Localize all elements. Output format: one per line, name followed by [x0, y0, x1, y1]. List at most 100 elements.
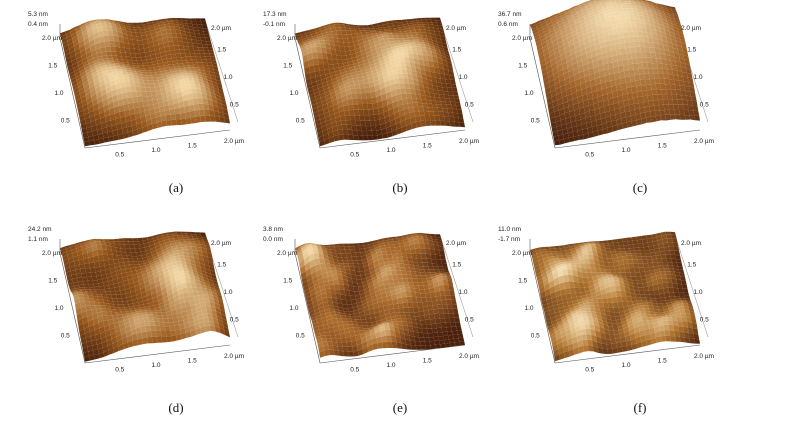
surface-facet [363, 328, 369, 331]
surface-facet [629, 268, 635, 273]
surface-facet [458, 117, 465, 123]
surface-facet [421, 258, 428, 263]
surface-facet [86, 51, 92, 58]
surface-facet [593, 0, 597, 1]
surface-facet [131, 57, 137, 61]
surface-facet [335, 311, 341, 315]
surface-facet [137, 313, 143, 316]
surface-facet [216, 98, 222, 105]
surface-facet [552, 268, 558, 275]
surface-facet [563, 42, 569, 49]
surface-facet [686, 95, 692, 101]
surface-facet [81, 273, 87, 278]
surface-facet [361, 125, 367, 132]
surface-facet [329, 88, 335, 94]
surface-facet [340, 90, 347, 97]
surface-facet [199, 109, 205, 117]
surface-facet [427, 83, 434, 90]
surface-facet [177, 22, 184, 26]
surface-facet [666, 18, 672, 24]
surface-facet [682, 50, 689, 57]
surface-facet [680, 89, 687, 96]
z-max-label: 17.3 nm [263, 11, 287, 18]
surface-facet [151, 32, 157, 38]
surface-facet [389, 113, 395, 122]
surface-facet [436, 274, 442, 278]
surface-facet [571, 120, 577, 128]
surface-facet [157, 235, 164, 240]
surface-facet [330, 74, 337, 80]
surface-facet [80, 338, 87, 344]
surface-facet [133, 78, 140, 83]
surface-facet [671, 20, 677, 26]
surface-facet [373, 325, 380, 330]
surface-facet [559, 10, 565, 15]
surface-facet [219, 304, 225, 313]
surface-facet [189, 67, 195, 70]
surface-facet [184, 80, 191, 86]
surface-facet [540, 59, 546, 67]
surface-facet [407, 302, 414, 308]
surface-facet [393, 38, 400, 41]
surface-facet [198, 254, 204, 261]
surface-facet [440, 255, 446, 260]
surface-facet [582, 277, 589, 283]
surface-facet [110, 309, 117, 313]
surface-facet [390, 43, 396, 48]
surface-facet [581, 272, 588, 278]
surface-facet [69, 46, 75, 54]
surface-facet [330, 249, 337, 254]
surface-facet [456, 105, 462, 110]
surface-facet [621, 237, 628, 242]
surface-facet [388, 304, 394, 310]
surface-facet [652, 240, 659, 246]
surface-facet [422, 236, 428, 240]
surface-facet [619, 248, 626, 252]
surface-facet [413, 39, 420, 42]
surface-facet [355, 252, 362, 257]
surface-facet [178, 270, 185, 275]
surface-facet [202, 62, 208, 66]
surface-facet [390, 266, 396, 271]
surface-facet [379, 82, 385, 90]
surface-facet [670, 17, 676, 23]
surface-facet [114, 21, 120, 25]
surface-facet [178, 63, 184, 67]
surface-facet [139, 29, 146, 33]
surface-facet [570, 9, 576, 14]
surface-facet [596, 247, 602, 254]
surface-facet [630, 46, 636, 53]
surface-facet [412, 74, 418, 81]
surface-facet [401, 69, 408, 74]
surface-facet [160, 51, 166, 57]
surface-facet [570, 27, 577, 33]
surface-facet [454, 98, 460, 103]
surface-facet [377, 107, 384, 115]
surface-facet [373, 79, 380, 87]
surface-facet [640, 5, 647, 9]
surface-facet [86, 126, 93, 133]
surface-facet [380, 330, 386, 337]
surface-facet [590, 3, 597, 8]
surface-facet [539, 35, 546, 41]
surface-facet [450, 79, 456, 85]
surface-facet [167, 249, 173, 253]
surface-facet [371, 273, 377, 279]
surface-facet [121, 313, 128, 318]
surface-facet [408, 330, 415, 337]
surface-facet [77, 318, 84, 326]
surface-facet [88, 284, 95, 288]
surface-facet [398, 240, 404, 244]
surface-facet [109, 327, 116, 335]
surface-facet [418, 311, 425, 317]
surface-facet [586, 121, 592, 129]
surface-facet [200, 232, 206, 235]
surface-facet [436, 237, 442, 241]
surface-facet [548, 45, 554, 53]
surface-facet [633, 263, 639, 268]
surface-facet [447, 308, 454, 314]
surface-facet [89, 115, 96, 123]
surface-facet [632, 31, 639, 37]
surface-facet [550, 122, 557, 129]
surface-facet [565, 117, 571, 125]
